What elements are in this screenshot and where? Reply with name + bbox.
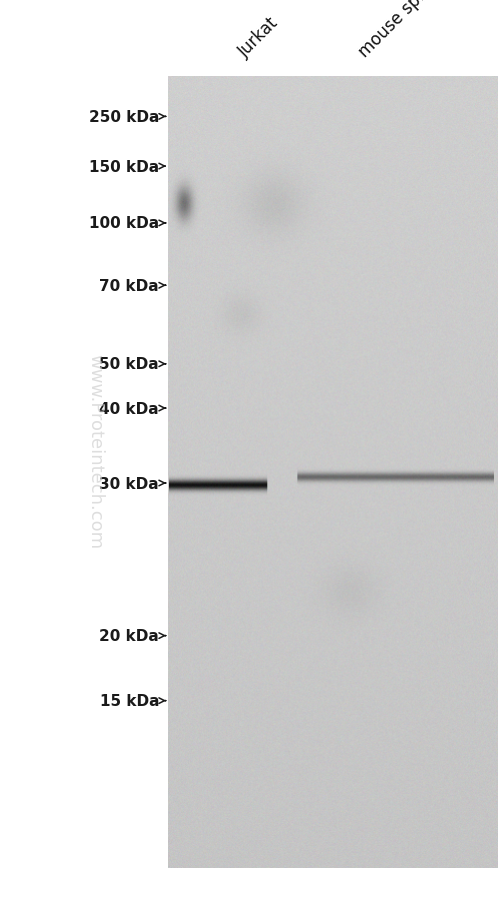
Text: 15 kDa: 15 kDa: [100, 694, 159, 708]
Text: mouse spleen: mouse spleen: [355, 0, 450, 61]
Text: 50 kDa: 50 kDa: [100, 357, 159, 372]
Text: 250 kDa: 250 kDa: [88, 110, 159, 124]
Text: 70 kDa: 70 kDa: [100, 279, 159, 293]
Text: 20 kDa: 20 kDa: [99, 629, 159, 643]
Text: 100 kDa: 100 kDa: [89, 216, 159, 231]
Text: 30 kDa: 30 kDa: [100, 476, 159, 491]
Text: Jurkat: Jurkat: [235, 14, 282, 61]
Text: 40 kDa: 40 kDa: [100, 401, 159, 416]
Text: www.Proteintech.com: www.Proteintech.com: [86, 354, 104, 548]
Text: 150 kDa: 150 kDa: [89, 160, 159, 174]
